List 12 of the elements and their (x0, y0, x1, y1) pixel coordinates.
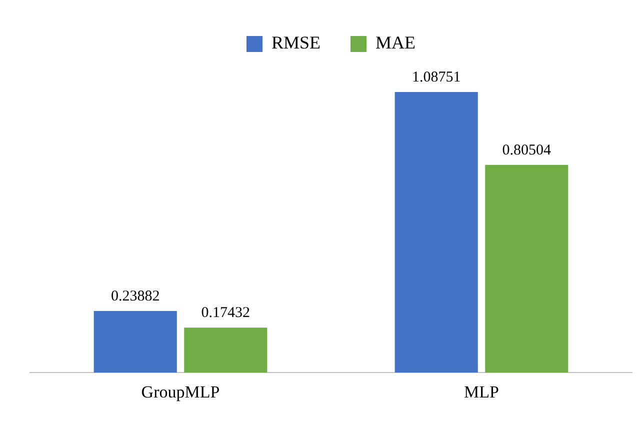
data-label: 0.17432 (201, 305, 250, 322)
bar (485, 164, 568, 373)
legend-label: RMSE (271, 32, 321, 53)
data-label: 0.80504 (502, 142, 552, 158)
bar (94, 310, 177, 373)
data-label: 0.23882 (110, 288, 160, 304)
x-tick-label: MLP (464, 382, 499, 402)
bar (184, 328, 268, 373)
data-label: 1.08751 (412, 69, 461, 86)
bar (394, 92, 478, 373)
x-tick-label: GroupMLP (141, 382, 220, 402)
legend-label: MAE (376, 32, 416, 53)
